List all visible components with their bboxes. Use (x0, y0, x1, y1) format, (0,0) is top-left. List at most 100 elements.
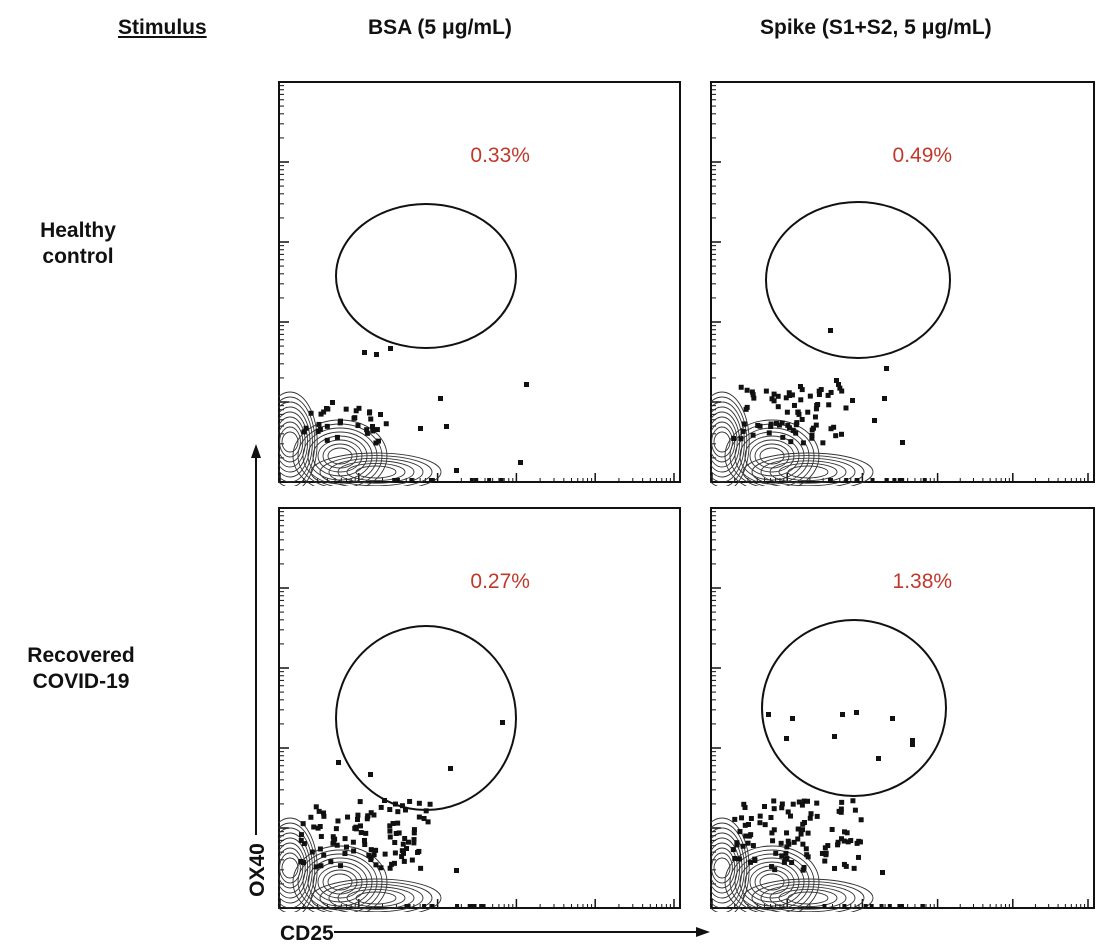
event-dot (356, 405, 362, 411)
event-dot (809, 433, 815, 439)
event-dot (751, 395, 757, 401)
event-dot (469, 478, 474, 482)
event-dot (355, 817, 361, 823)
event-dot (828, 426, 834, 432)
event-dot (768, 814, 774, 820)
event-dot (395, 809, 401, 815)
event-dot (828, 328, 833, 333)
event-dot (801, 864, 807, 870)
event-dot (876, 756, 881, 761)
event-dot (365, 813, 371, 819)
event-dot (357, 823, 363, 829)
event-dot (822, 904, 827, 908)
event-dot (798, 384, 803, 389)
event-dot (415, 849, 421, 855)
event-dot (827, 478, 832, 482)
event-dot (832, 865, 838, 871)
event-dot (373, 847, 379, 853)
event-dot (799, 416, 805, 422)
event-dot (789, 392, 795, 398)
event-dot (308, 410, 314, 416)
event-dot (826, 402, 832, 408)
row-label-line: Healthy (40, 219, 116, 242)
event-dot (741, 421, 747, 427)
event-dot (900, 478, 905, 482)
event-dot (884, 478, 889, 482)
event-dot (819, 850, 825, 856)
gate-ellipse (335, 625, 517, 811)
column-header-bsa: BSA (5 μg/mL) (368, 16, 512, 39)
event-dot (361, 837, 367, 843)
event-dot (396, 830, 402, 836)
event-dot (367, 409, 373, 415)
event-dot (418, 865, 424, 871)
event-dot (803, 846, 809, 852)
event-dot (298, 858, 304, 864)
event-dot (730, 847, 736, 853)
event-dot (353, 408, 359, 414)
event-dot (362, 350, 367, 355)
event-dot (752, 856, 758, 862)
event-dot (897, 904, 902, 908)
event-dot (743, 833, 749, 839)
event-dot (890, 716, 895, 721)
event-dot (524, 382, 529, 387)
event-dot (872, 418, 877, 423)
event-dot (400, 850, 406, 856)
event-dot (745, 840, 751, 846)
event-dot (387, 823, 393, 829)
event-dot (813, 406, 819, 412)
event-dot (757, 423, 763, 429)
event-dot (373, 862, 379, 868)
event-dot (920, 904, 925, 908)
event-dot (334, 842, 340, 848)
column-header-spike: Spike (S1+S2, 5 μg/mL) (760, 16, 992, 39)
event-dot (345, 814, 351, 820)
event-dot (869, 904, 874, 908)
event-dot (832, 734, 837, 739)
plot-frame (278, 81, 681, 483)
event-dot (805, 830, 811, 836)
event-dot (351, 848, 357, 854)
event-dot (910, 738, 915, 743)
event-dot (336, 760, 341, 765)
event-dot (773, 420, 779, 426)
event-dot (371, 852, 377, 858)
event-dot (795, 836, 801, 842)
event-dot (780, 434, 786, 440)
event-dot (884, 366, 889, 371)
event-dot (324, 423, 330, 429)
event-dot (368, 855, 374, 861)
event-dot (474, 478, 479, 482)
event-dot (472, 904, 477, 908)
event-dot (378, 865, 384, 871)
event-dot (411, 827, 417, 833)
event-dot (784, 856, 790, 862)
event-dot (518, 460, 523, 465)
event-dot (321, 810, 327, 816)
event-dot (355, 812, 361, 818)
stimulus-header: Stimulus (118, 16, 207, 39)
event-dot (352, 415, 358, 421)
event-dot (815, 401, 821, 407)
event-dot (800, 841, 806, 847)
event-dot (802, 820, 807, 825)
event-dot (734, 840, 740, 846)
event-dot (392, 478, 397, 482)
plot-healthy-spike: 0.49% (710, 81, 1095, 486)
event-dot (399, 848, 405, 854)
event-dot (790, 427, 796, 433)
event-dot (370, 424, 375, 429)
event-dot (839, 388, 845, 394)
event-dot (835, 839, 841, 845)
event-dot (762, 822, 768, 828)
event-dot (810, 425, 816, 431)
gate-ellipse (761, 619, 947, 797)
event-dot (455, 904, 460, 908)
event-dot (775, 404, 781, 410)
event-dot (383, 421, 389, 427)
event-dot (784, 844, 790, 850)
event-dot (770, 838, 776, 844)
event-dot (800, 827, 806, 833)
